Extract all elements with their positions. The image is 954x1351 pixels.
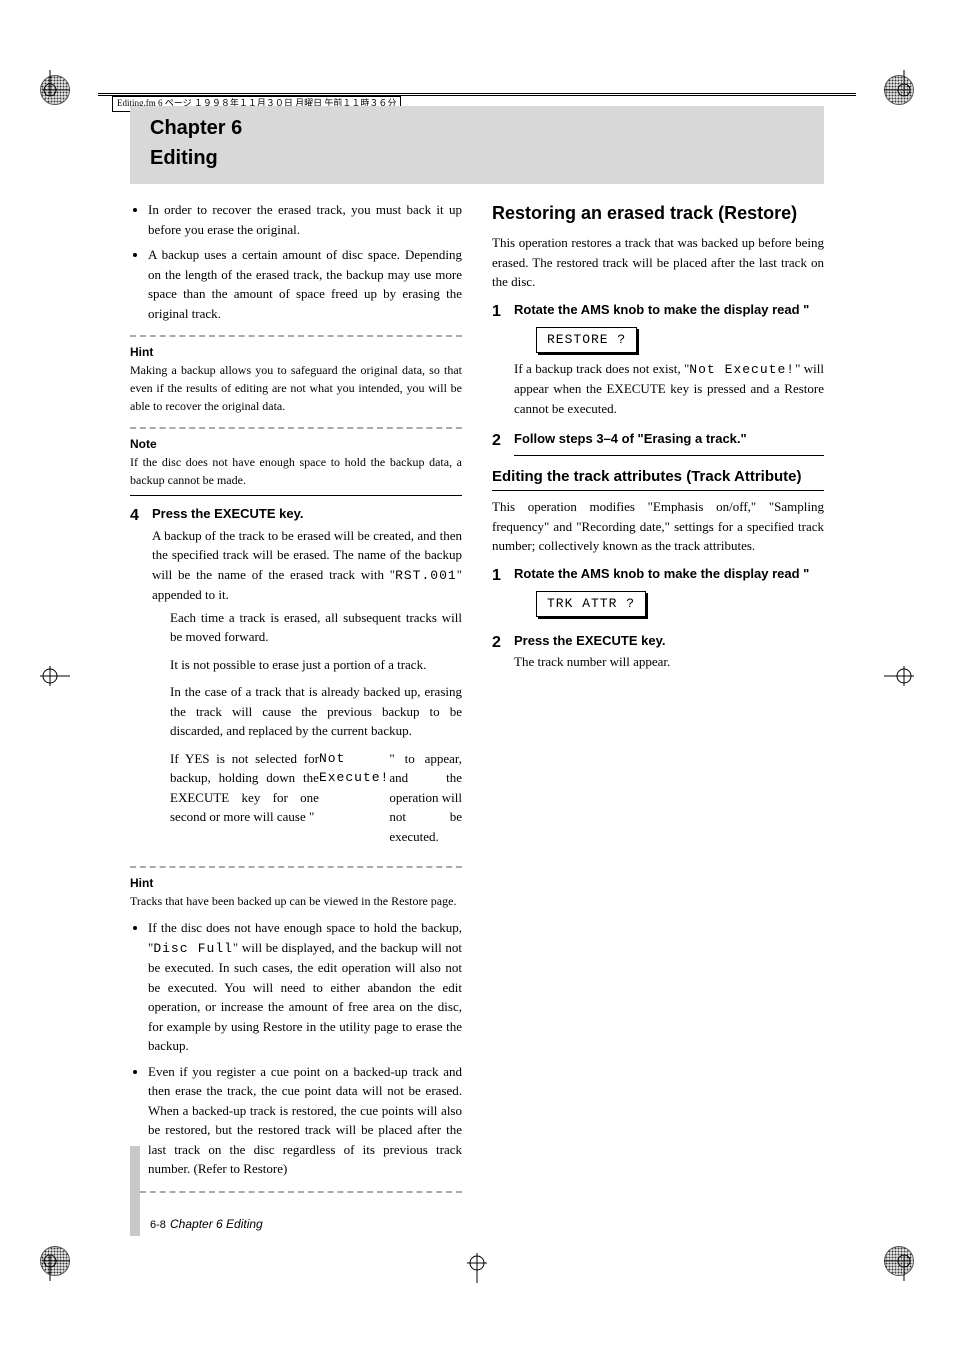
col2-bullet-1: If the disc does not have enough space t… — [148, 918, 462, 1056]
disc-full-code: Disc Full — [153, 941, 233, 956]
restore-s2-instruction: Follow steps 3–4 of "Erasing a track." — [514, 429, 824, 456]
restore-s1-instruction: Rotate the AMS knob to make the display … — [514, 300, 824, 320]
not-execute-code-2: Not Execute! — [689, 362, 795, 377]
step-4-p1: A backup of the track to be erased will … — [152, 526, 462, 605]
chapter-title: Editing — [150, 143, 218, 173]
trkattr-heading: Editing the track attributes (Track Attr… — [492, 466, 824, 492]
trkattr-s1-instruction: Rotate the AMS knob to make the display … — [514, 564, 824, 584]
step4-bullet-1: Each time a track is erased, all subsequ… — [170, 608, 462, 647]
page-number: 6-8 — [150, 1217, 166, 1234]
trkattr-step-2: 2 Press the EXECUTE key. The track numbe… — [492, 631, 824, 675]
divider-hint-2 — [130, 866, 462, 868]
not-execute-code-1: Not Execute! — [319, 749, 389, 847]
step-number: 4 — [130, 504, 152, 854]
restore-s1-note: If a backup track does not exist, "Not E… — [514, 359, 824, 419]
step-4: 4 Press the EXECUTE key. A backup of the… — [130, 504, 462, 854]
crop-mark-tr — [884, 70, 924, 110]
hint-heading: Hint — [130, 343, 462, 361]
col2-bullet-2: Even if you register a cue point on a ba… — [148, 1062, 462, 1179]
step4-bullet-3: In the case of a track that is already b… — [170, 682, 462, 741]
crop-mark-br — [884, 1241, 924, 1281]
crop-mark-tl — [30, 70, 70, 110]
crop-mark-bl — [30, 1241, 70, 1281]
hint2-heading: Hint — [130, 874, 462, 892]
restore-display-box: RESTORE ? — [536, 327, 637, 353]
hint-body: Making a backup allows you to safeguard … — [130, 361, 462, 415]
hint2-body: Tracks that have been backed up can be v… — [130, 892, 462, 910]
crop-mark-mb — [457, 1243, 497, 1283]
step-4-instruction: Press the EXECUTE key. — [152, 504, 462, 524]
body-columns: In order to recover the erased track, yo… — [130, 200, 824, 1221]
divider-hint — [130, 335, 462, 337]
note-heading: Note — [130, 435, 462, 453]
step-number: 2 — [492, 429, 514, 458]
restore-intro: This operation restores a track that was… — [492, 233, 824, 292]
restore-step-1: 1 Rotate the AMS knob to make the displa… — [492, 300, 824, 422]
trkattr-display-box: TRK ATTR ? — [536, 591, 646, 617]
footer-chapter: Chapter 6 Editing — [170, 1215, 263, 1233]
restore-heading: Restoring an erased track (Restore) — [492, 200, 824, 227]
side-tab — [130, 1146, 140, 1236]
page-title: Chapter 6 — [150, 113, 242, 143]
trkattr-intro: This operation modifies "Emphasis on/off… — [492, 497, 824, 556]
step-number: 1 — [492, 300, 514, 422]
step4-bullet-2: It is not possible to erase just a porti… — [170, 655, 462, 675]
step-number: 2 — [492, 631, 514, 675]
crop-mark-ml — [30, 656, 70, 696]
trkattr-step-1: 1 Rotate the AMS knob to make the displa… — [492, 564, 824, 623]
trkattr-s2-instruction: Press the EXECUTE key. — [514, 631, 824, 651]
trkattr-s2-note: The track number will appear. — [514, 652, 824, 672]
intro-bullet-1: In order to recover the erased track, yo… — [148, 200, 462, 239]
restore-step-2: 2 Follow steps 3–4 of "Erasing a track." — [492, 429, 824, 458]
step4-bullet-4: If YES is not selected for backup, holdi… — [170, 749, 462, 847]
intro-bullet-2: A backup uses a certain amount of disc s… — [148, 245, 462, 323]
crop-mark-mr — [884, 656, 924, 696]
divider-restore — [130, 1191, 462, 1193]
step-number: 1 — [492, 564, 514, 623]
divider-note — [130, 427, 462, 429]
note-body: If the disc does not have enough space t… — [130, 453, 462, 496]
backup-suffix-code: RST.001 — [395, 568, 457, 583]
